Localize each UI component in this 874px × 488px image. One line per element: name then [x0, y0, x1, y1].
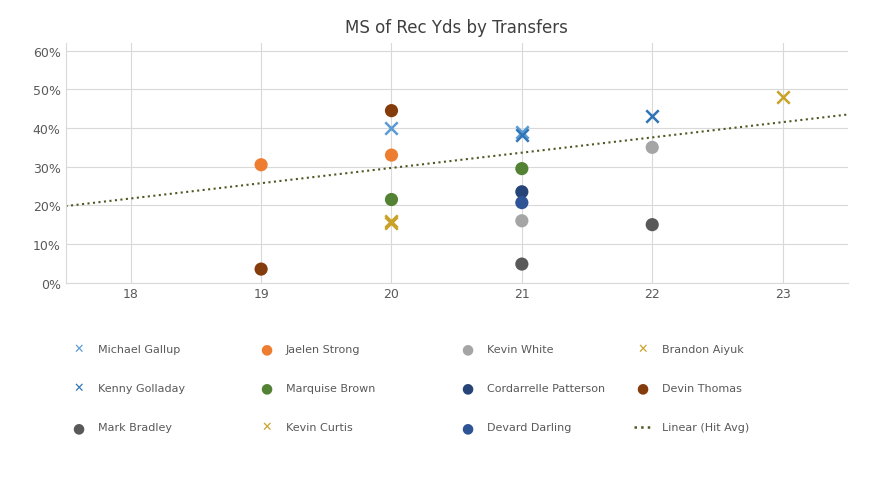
Text: Brandon Aiyuk: Brandon Aiyuk: [662, 344, 744, 354]
Title: MS of Rec Yds by Transfers: MS of Rec Yds by Transfers: [345, 19, 568, 37]
Text: Cordarrelle Patterson: Cordarrelle Patterson: [487, 383, 605, 393]
Point: [385, 125, 399, 133]
Point: [645, 221, 659, 229]
Text: Michael Gallup: Michael Gallup: [98, 344, 180, 354]
Point: [515, 199, 529, 207]
Text: ●: ●: [461, 420, 474, 434]
Text: ●: ●: [260, 342, 273, 356]
Text: ●: ●: [461, 342, 474, 356]
Point: [645, 144, 659, 152]
Text: ●: ●: [636, 381, 649, 395]
Point: [515, 129, 529, 137]
Text: Linear (Hit Avg): Linear (Hit Avg): [662, 422, 749, 432]
Text: Kenny Golladay: Kenny Golladay: [98, 383, 185, 393]
Point: [254, 265, 268, 273]
Point: [515, 218, 529, 225]
Point: [515, 188, 529, 196]
Text: Mark Bradley: Mark Bradley: [98, 422, 172, 432]
Text: Devard Darling: Devard Darling: [487, 422, 572, 432]
Text: ✕: ✕: [73, 343, 84, 355]
Point: [515, 131, 529, 139]
Text: ✕: ✕: [637, 343, 648, 355]
Point: [254, 162, 268, 169]
Point: [385, 107, 399, 115]
Point: [385, 218, 399, 225]
Text: Devin Thomas: Devin Thomas: [662, 383, 741, 393]
Text: Marquise Brown: Marquise Brown: [286, 383, 375, 393]
Text: ●: ●: [461, 381, 474, 395]
Point: [385, 152, 399, 160]
Text: ●: ●: [73, 420, 85, 434]
Point: [515, 261, 529, 268]
Text: ✕: ✕: [73, 382, 84, 394]
Point: [515, 165, 529, 173]
Text: ●: ●: [260, 381, 273, 395]
Point: [385, 196, 399, 204]
Point: [645, 113, 659, 121]
Text: ✕: ✕: [261, 421, 272, 433]
Text: Kevin Curtis: Kevin Curtis: [286, 422, 352, 432]
Text: Kevin White: Kevin White: [487, 344, 553, 354]
Point: [775, 94, 789, 102]
Text: Jaelen Strong: Jaelen Strong: [286, 344, 360, 354]
Point: [385, 220, 399, 227]
